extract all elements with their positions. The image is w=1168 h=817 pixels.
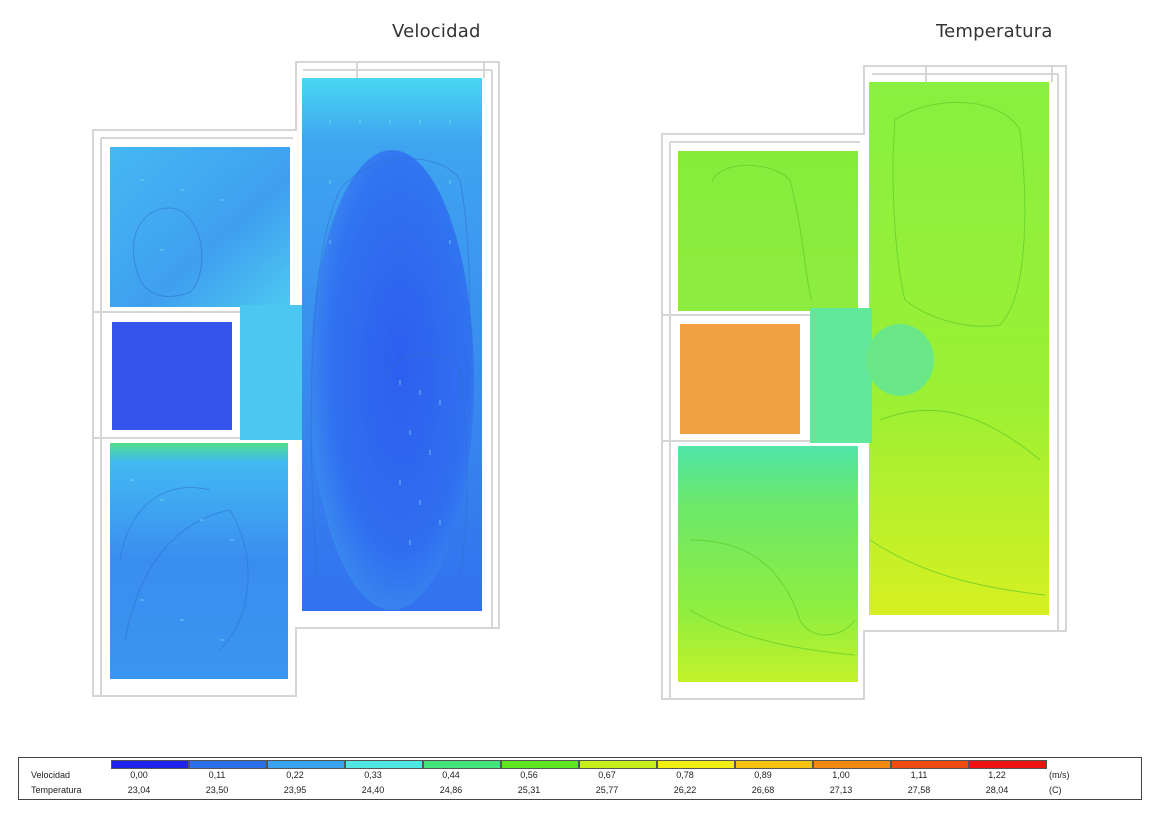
legend-swatch [579,760,657,769]
velocity-contour-lines [119,158,471,651]
legend-swatch [657,760,735,769]
legend-temperature-value: 26,22 [673,785,697,795]
legend-temperature-value: 23,04 [127,785,151,795]
legend-velocity-value: 1,22 [988,770,1006,780]
temperature-corridor [810,308,872,443]
legend-swatch [735,760,813,769]
legend-swatch [423,760,501,769]
velocity-arrow-field [130,120,451,641]
color-legend: Velocidad Temperatura (m/s) (C) 0,00 0,11… [18,757,1142,800]
legend-swatch [969,760,1047,769]
legend-velocity-value: 0,11 [208,770,226,780]
velocity-plot-title: Velocidad [392,21,481,42]
legend-swatch [267,760,345,769]
legend-velocity-value: 0,00 [130,770,148,780]
legend-temperature-unit: (C) [1049,785,1062,795]
legend-temperature-value: 25,77 [595,785,619,795]
velocity-corridor [240,305,302,440]
legend-velocity-value: 0,22 [286,770,304,780]
legend-velocity-value: 0,67 [598,770,616,780]
temperature-contour-lines [689,101,1046,656]
legend-velocity-value: 1,11 [910,770,928,780]
legend-temperature-value: 28,04 [985,785,1009,795]
legend-swatch [813,760,891,769]
legend-velocity-value: 0,33 [364,770,382,780]
legend-velocity-value: 0,89 [754,770,772,780]
velocity-plan-map [92,61,1067,700]
legend-velocity-label: Velocidad [31,770,71,780]
velocity-walls [92,61,500,697]
temperature-corridor-bulge [866,324,934,396]
legend-temperature-value: 24,40 [361,785,385,795]
velocity-right-low-zone [310,150,474,610]
legend-swatch [891,760,969,769]
legend-swatch [111,760,189,769]
legend-temperature-value: 23,95 [283,785,307,795]
velocity-closet [108,318,236,434]
legend-swatch [501,760,579,769]
legend-velocity-value: 1,00 [832,770,850,780]
temperature-lower-left-room [678,446,858,682]
temperature-walls [661,65,1067,700]
legend-swatch [189,760,267,769]
legend-temperature-label: Temperatura [31,785,82,795]
legend-temperature-value: 24,86 [439,785,463,795]
legend-swatch [345,760,423,769]
velocity-upper-left-room [110,147,290,307]
legend-temperature-value: 26,68 [751,785,775,795]
legend-temperature-value: 25,31 [517,785,541,795]
legend-temperature-value: 27,58 [907,785,931,795]
temperature-closet [676,320,804,438]
legend-velocity-value: 0,78 [676,770,694,780]
legend-velocity-unit: (m/s) [1049,770,1070,780]
legend-velocity-value: 0,56 [520,770,538,780]
legend-velocity-value: 0,44 [442,770,460,780]
legend-temperature-value: 27,13 [829,785,853,795]
temperature-upper-left-room [678,151,858,311]
legend-temperature-value: 23,50 [205,785,229,795]
velocity-lower-left-room [110,443,288,679]
temperature-plot-title: Temperatura [936,21,1053,42]
